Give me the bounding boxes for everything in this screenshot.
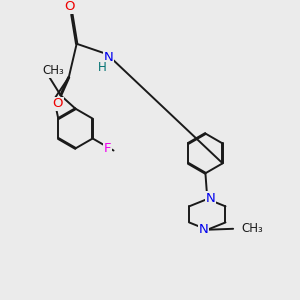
Text: CH₃: CH₃ (242, 222, 263, 235)
Text: N: N (199, 223, 208, 236)
Text: N: N (205, 192, 215, 205)
Text: CH₃: CH₃ (43, 64, 64, 77)
Text: N: N (104, 51, 114, 64)
Text: O: O (53, 98, 63, 110)
Text: O: O (65, 0, 75, 14)
Text: F: F (104, 142, 112, 155)
Text: H: H (98, 61, 106, 74)
